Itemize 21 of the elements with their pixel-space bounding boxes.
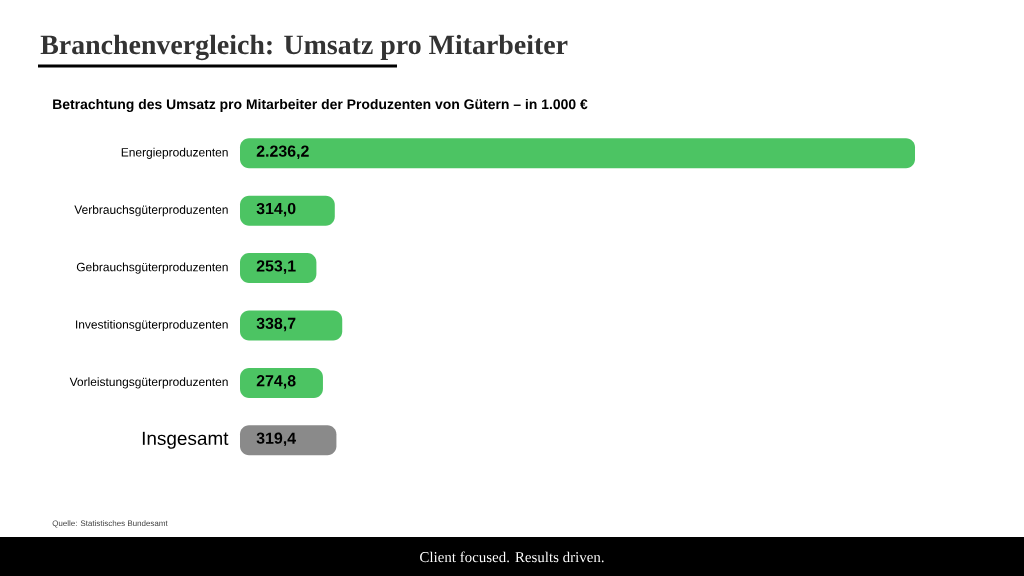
text: Client focused. Results driven. [420,551,604,563]
data-label: 274,8 [256,375,296,389]
data-label: 253,1 [256,260,296,274]
data-label: 2.236,2 [256,145,309,160]
y-tick-label: Gebrauchsgüterproduzenten [76,262,228,274]
data-label: 314,0 [256,202,296,217]
chart-subtitle: Betrachtung des Umsatz pro Mitarbeiter der Produzenten von Gütern – in 1.000 € [53,98,588,112]
y-tick-label: Energieproduzenten [121,147,228,159]
bar [240,195,335,226]
data-label: 338,7 [256,317,296,332]
chart-title: Branchenvergleich: Umsatz pro Mitarbeiter [40,34,568,61]
data-label: 319,4 [256,432,296,447]
bar [240,138,916,169]
bar [240,310,343,341]
y-tick-label: Vorleistungsgüterproduzenten [69,377,228,389]
bar [240,425,337,456]
bar [240,367,323,398]
bar [240,253,317,284]
y-tick-label: Insgesamt [142,431,229,449]
y-tick-label: Verbrauchsgüterproduzenten [74,205,228,217]
y-tick-label: Investitionsgüterproduzenten [76,319,228,332]
